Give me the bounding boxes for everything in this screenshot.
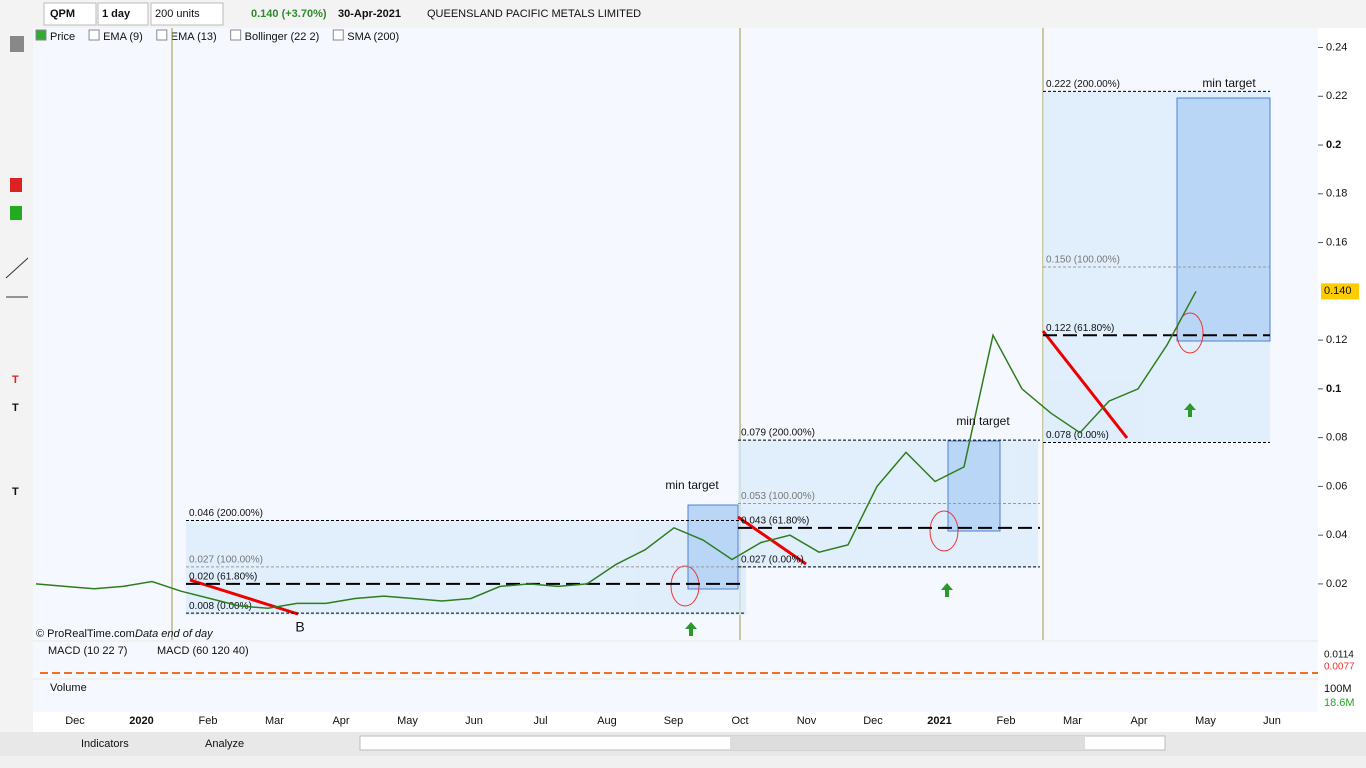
macd-label: MACD (60 120 40) [157, 645, 249, 657]
fib-label: 0.027 (0.00%) [741, 554, 804, 565]
price-axis [1318, 28, 1366, 732]
data-note: Data end of day [135, 628, 214, 640]
fib-label: 0.043 (61.80%) [741, 515, 809, 526]
date: 30-Apr-2021 [338, 8, 401, 20]
tools[interactable]: T T T [5, 36, 29, 498]
y-tick-label: 0.22 [1326, 90, 1347, 102]
fib-label: 0.046 (200.00%) [189, 508, 263, 519]
x-tick-label: Jul [533, 715, 547, 727]
x-tick-label: Aug [597, 715, 617, 727]
signal-circles [670, 312, 1204, 607]
y-tick-label: 0.24 [1326, 41, 1347, 53]
up-arrows [685, 403, 1196, 636]
symbol: QPM [50, 8, 75, 20]
legend-box [88, 29, 100, 41]
x-tick-label: May [1195, 715, 1216, 727]
copyright: © ProRealTime.com [36, 628, 135, 640]
y-tick-label: 0.08 [1326, 432, 1347, 444]
period: 1 day [102, 8, 131, 20]
scroll-thumb[interactable] [730, 737, 1085, 749]
svg-text:T: T [12, 402, 19, 414]
x-tick-label: Mar [1063, 715, 1082, 727]
legend-box [230, 29, 242, 41]
analyze-button[interactable]: Analyze [205, 738, 244, 750]
y-tick-label: 0.1 [1326, 383, 1341, 395]
volume-label: Volume [50, 682, 87, 694]
legend-item: EMA (13) [171, 31, 217, 43]
x-tick-label: Feb [199, 715, 218, 727]
y-tick-label: 0.12 [1326, 334, 1347, 346]
fib-label: 0.222 (200.00%) [1046, 79, 1120, 90]
company: QUEENSLAND PACIFIC METALS LIMITED [427, 8, 641, 20]
y-tick-label: 0.04 [1326, 529, 1347, 541]
fib-label: 0.078 (0.00%) [1046, 430, 1109, 441]
x-tick-label: Sep [664, 715, 684, 727]
x-tick-label: Apr [332, 715, 349, 727]
legend-box [332, 29, 344, 41]
svg-text:T: T [12, 374, 19, 386]
fib-label: 0.079 (200.00%) [741, 428, 815, 439]
fib-label: 0.027 (100.00%) [189, 554, 263, 565]
y-tick-label: 0.16 [1326, 236, 1347, 248]
x-tick-label: 2021 [927, 715, 951, 727]
indicators-button[interactable]: Indicators [81, 738, 129, 750]
last-price-label: 0.140 [1324, 285, 1352, 297]
legend-item: EMA (9) [103, 31, 143, 43]
annotation: min target [956, 414, 1010, 428]
macd-value: 0.0114 [1324, 650, 1354, 661]
units-box[interactable] [150, 2, 224, 26]
fib-label: 0.053 (100.00%) [741, 491, 815, 502]
fib-label: 0.008 (0.00%) [189, 601, 252, 612]
time-axis [33, 712, 1318, 732]
x-tick-label: Mar [265, 715, 284, 727]
x-tick-label: Apr [1130, 715, 1147, 727]
fib-label: 0.122 (61.80%) [1046, 323, 1114, 334]
legend-item: Bollinger (22 2) [245, 31, 320, 43]
y-tick-label: 0.18 [1326, 188, 1347, 200]
x-tick-label: Nov [797, 715, 817, 727]
symbol-box[interactable] [43, 2, 97, 26]
legend-item: SMA (200) [347, 31, 399, 43]
x-tick-label: Jun [1263, 715, 1281, 727]
y-tick-label: 0.2 [1326, 139, 1341, 151]
x-tick-label: Oct [731, 715, 748, 727]
units: 200 units [155, 8, 200, 20]
svg-text:T: T [12, 486, 19, 498]
x-tick-label: 2020 [129, 715, 153, 727]
legend-box [35, 29, 47, 41]
price-line [35, 290, 1197, 610]
x-tick-label: Feb [997, 715, 1016, 727]
volume-tick: 100M [1324, 683, 1352, 695]
fib-label: 0.020 (61.80%) [189, 572, 257, 583]
volume-value: 18.6M [1324, 697, 1355, 709]
last-price-tag [1321, 283, 1359, 300]
legend-item: Price [50, 31, 75, 43]
x-tick-label: May [397, 715, 418, 727]
y-tick-label: 0.06 [1326, 480, 1347, 492]
annotation: B [295, 619, 304, 635]
legend-box [156, 29, 168, 41]
macd-label: MACD (10 22 7) [48, 645, 127, 657]
macd-value: 0.0077 [1324, 662, 1355, 673]
annotation: min target [665, 478, 719, 492]
tool-column [0, 28, 33, 732]
top-toolbar [0, 0, 1366, 28]
annotation: min target [1202, 76, 1256, 90]
x-tick-label: Dec [863, 715, 883, 727]
period-box[interactable] [97, 2, 149, 26]
x-tick-label: Jun [465, 715, 483, 727]
y-tick-label: 0.02 [1326, 578, 1347, 590]
volume-panel [33, 680, 1318, 712]
fib-label: 0.150 (100.00%) [1046, 255, 1120, 266]
change: 0.140 (+3.70%) [251, 8, 327, 20]
x-tick-label: Dec [65, 715, 85, 727]
